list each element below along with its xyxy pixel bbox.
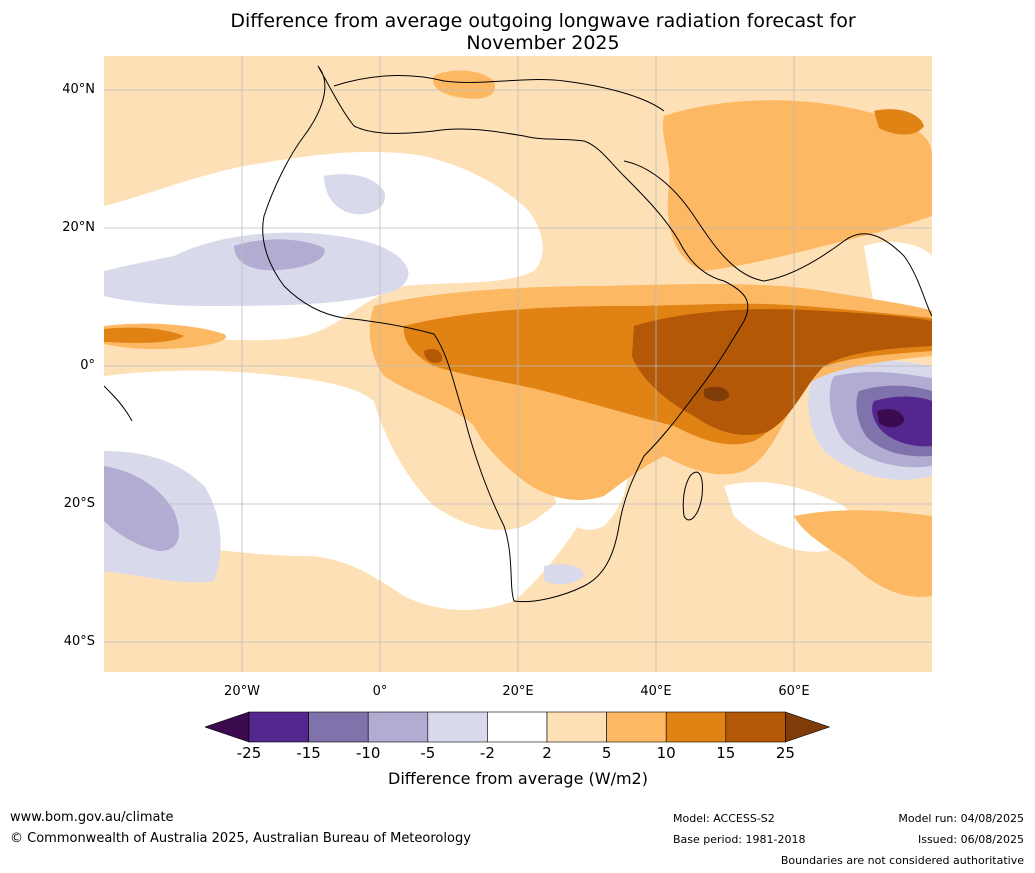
anomaly-positive-south-indian-ocean (794, 510, 932, 597)
colorbar-cell (606, 711, 667, 743)
colorbar-tick-label: -5 (420, 744, 436, 762)
lat-label-0: 0° (80, 358, 95, 373)
anomaly-negative-atlantic-north (104, 232, 409, 306)
colorbar-cell (308, 711, 369, 743)
lon-label-20w: 20°W (224, 684, 260, 699)
colorbar-extend-max (785, 711, 830, 743)
lat-label-40n: 40°N (62, 82, 95, 97)
anomaly-negative-atlantic-north-core (234, 239, 325, 271)
anomaly-positive-congo-peak (424, 349, 443, 363)
lon-label-40e: 40°E (640, 684, 672, 699)
lat-label-40s: 40°S (63, 634, 95, 649)
map-panel (104, 56, 932, 672)
colorbar-label: Difference from average (W/m2) (388, 769, 648, 788)
colorbar-cell (665, 711, 727, 743)
colorbar-tick-label: -25 (236, 744, 262, 762)
colorbar-tick-label: -2 (479, 744, 495, 762)
colorbar-tick-label: 15 (716, 744, 736, 762)
map-title-line-1: Difference from average outgoing longwav… (230, 10, 856, 32)
map-title: Difference from average outgoing longwav… (0, 10, 1035, 54)
anomaly-negative-south-africa (544, 564, 584, 585)
anomaly-near-average-south-atlantic (104, 370, 604, 611)
colorbar-tick-label: -10 (355, 744, 381, 762)
copyright-text: © Commonwealth of Australia 2025, Austra… (10, 831, 471, 846)
colorbar (205, 711, 830, 743)
anomaly-positive-east-africa (632, 309, 932, 436)
colorbar-cell (487, 711, 548, 743)
anomaly-positive-iran (874, 109, 924, 135)
colorbar-tick-label: -15 (296, 744, 321, 762)
colorbar-cell (367, 711, 429, 743)
lon-label-20e: 20°E (502, 684, 534, 699)
disclaimer-text: Boundaries are not considered authoritat… (780, 854, 1024, 867)
anomaly-positive-mediterranean (433, 70, 495, 99)
colorbar-cell (427, 711, 488, 743)
colorbar-cell (546, 711, 607, 743)
model-run-text: Model run: 04/08/2025 (898, 812, 1024, 825)
map-title-line-2: November 2025 (466, 32, 620, 54)
website-link[interactable]: www.bom.gov.au/climate (10, 810, 174, 825)
map-gridlines (104, 56, 932, 672)
colorbar-tick-label: 25 (775, 744, 795, 762)
map-canvas (104, 56, 932, 672)
issued-text: Issued: 06/08/2025 (917, 833, 1024, 846)
lat-label-20s: 20°S (63, 496, 95, 511)
colorbar-tick-label: 5 (601, 744, 612, 762)
colorbar-cell (725, 711, 786, 743)
anomaly-negative-sahara (324, 174, 385, 215)
lon-label-0: 0° (372, 684, 388, 699)
model-text: Model: ACCESS-S2 (673, 812, 775, 825)
colorbar-tick-label: 2 (542, 744, 552, 762)
coastlines (104, 65, 932, 603)
colorbar-extend-min (205, 711, 250, 743)
lat-label-20n: 20°N (62, 220, 95, 235)
base-period-text: Base period: 1981-2018 (673, 833, 806, 846)
anomaly-negative-indian-ocean-peak (877, 409, 904, 428)
anomaly-positive-peak-somalia (704, 386, 729, 402)
lon-label-60e: 60°E (778, 684, 810, 699)
colorbar-cell (248, 711, 309, 743)
colorbar-tick-label: 10 (656, 744, 676, 762)
anomaly-positive-atlantic-band (104, 327, 184, 343)
anomaly-negative-south-atlantic-core (104, 466, 179, 551)
